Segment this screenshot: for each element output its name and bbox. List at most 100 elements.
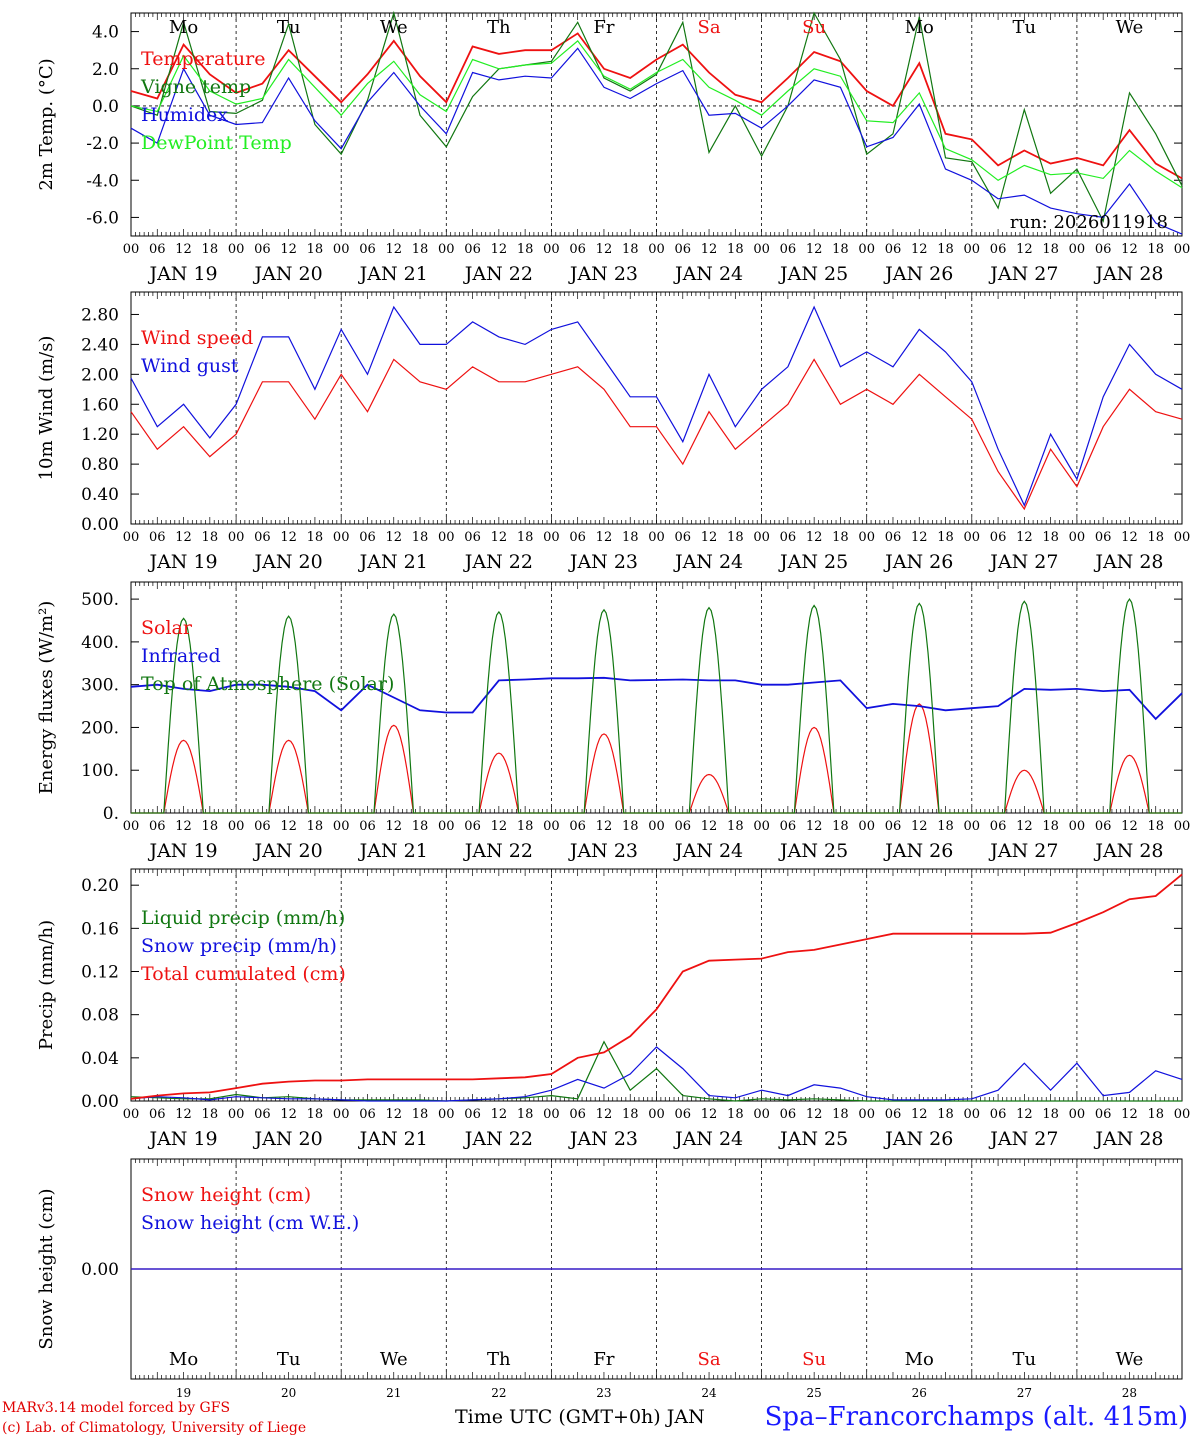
hour-label: 12 <box>911 242 928 257</box>
hour-label: 18 <box>517 1107 534 1122</box>
hour-label: 18 <box>307 242 324 257</box>
hour-label: 06 <box>464 530 481 545</box>
hour-label: 00 <box>648 819 665 834</box>
series-temperature <box>130 32 1183 180</box>
hour-label: 12 <box>911 819 928 834</box>
run-label: run: 2026011918 <box>1010 212 1168 233</box>
hour-label: 06 <box>885 1107 902 1122</box>
day-number: 23 <box>596 1386 611 1400</box>
hour-label: 00 <box>333 242 350 257</box>
hour-label: 12 <box>1121 530 1138 545</box>
hour-label: 06 <box>254 530 271 545</box>
hour-label: 18 <box>412 819 429 834</box>
hour-label: 00 <box>1174 1107 1191 1122</box>
hour-label: 00 <box>648 530 665 545</box>
hour-label: 12 <box>280 242 297 257</box>
hour-label: 06 <box>780 242 797 257</box>
hour-label: 06 <box>359 1107 376 1122</box>
hour-label: 00 <box>228 1107 245 1122</box>
lab-credit: (c) Lab. of Climatology, University of L… <box>2 1420 307 1436</box>
hour-label: 18 <box>1042 1107 1059 1122</box>
hour-label: 00 <box>333 1107 350 1122</box>
hour-label: 06 <box>569 819 586 834</box>
hour-label: 12 <box>385 1107 402 1122</box>
hour-label: 18 <box>1147 1107 1164 1122</box>
wind-ylabel: 10m Wind (m/s) <box>36 336 57 481</box>
hour-label: 00 <box>228 819 245 834</box>
y-tick-label: 0.00 <box>81 1260 119 1280</box>
legend-liquid-precip-mm-h-: Liquid precip (mm/h) <box>141 907 345 929</box>
hour-label: 18 <box>307 819 324 834</box>
hour-label: 00 <box>858 530 875 545</box>
snow-ylabel: Snow height (cm) <box>36 1188 57 1349</box>
temperature-panel <box>130 10 1183 237</box>
hour-label: 00 <box>753 242 770 257</box>
hour-label: 12 <box>701 819 718 834</box>
hour-label: 12 <box>596 819 613 834</box>
hour-label: 18 <box>202 1107 219 1122</box>
legend-infrared: Infrared <box>141 645 221 667</box>
date-label: JAN 28 <box>1093 1128 1163 1150</box>
hour-label: 18 <box>622 530 639 545</box>
y-tick-label: 0.80 <box>81 455 119 475</box>
hour-label: 18 <box>622 819 639 834</box>
hour-label: 12 <box>1121 1107 1138 1122</box>
hour-label: 18 <box>1147 242 1164 257</box>
y-tick-label: 400. <box>81 633 119 653</box>
hour-label: 06 <box>569 242 586 257</box>
hour-label: 12 <box>491 819 508 834</box>
y-tick-label: 200. <box>81 718 119 738</box>
precip-panel <box>130 868 1183 1102</box>
hour-label: 00 <box>648 242 665 257</box>
day-abbr: Tu <box>277 1349 301 1370</box>
hour-label: 12 <box>280 530 297 545</box>
hour-label: 12 <box>385 819 402 834</box>
day-abbr: Su <box>802 17 826 38</box>
y-tick-label: 0.12 <box>81 963 119 983</box>
date-label: JAN 19 <box>147 1128 217 1150</box>
hour-label: 06 <box>149 530 166 545</box>
hour-label: 12 <box>1016 819 1033 834</box>
hour-label: 06 <box>780 530 797 545</box>
snow-panel <box>130 1158 1183 1380</box>
day-abbr: Tu <box>277 17 301 38</box>
hour-label: 00 <box>858 819 875 834</box>
date-label: JAN 26 <box>883 263 953 285</box>
date-label: JAN 23 <box>568 263 638 285</box>
series-infrared <box>130 676 1183 721</box>
hour-label: 00 <box>858 242 875 257</box>
day-number: 28 <box>1122 1386 1137 1400</box>
y-tick-label: 2.0 <box>92 60 119 80</box>
hour-label: 18 <box>412 1107 429 1122</box>
date-label: JAN 22 <box>463 263 533 285</box>
hour-label: 18 <box>1042 530 1059 545</box>
model-credit: MARv3.14 model forced by GFS <box>2 1400 231 1416</box>
hour-label: 00 <box>123 530 140 545</box>
day-number: 19 <box>176 1386 191 1400</box>
hour-label: 18 <box>937 530 954 545</box>
hour-label: 18 <box>727 242 744 257</box>
date-label: JAN 26 <box>883 551 953 573</box>
hour-label: 18 <box>202 242 219 257</box>
date-label: JAN 24 <box>673 840 743 862</box>
date-label: JAN 27 <box>988 551 1058 573</box>
y-tick-label: 0.04 <box>81 1049 119 1069</box>
y-tick-label: 0. <box>103 804 119 824</box>
hour-label: 00 <box>1174 242 1191 257</box>
date-label: JAN 19 <box>147 551 217 573</box>
hour-label: 00 <box>1069 819 1086 834</box>
day-abbr: Sa <box>698 17 721 38</box>
hour-label: 00 <box>543 1107 560 1122</box>
hour-label: 06 <box>780 1107 797 1122</box>
hour-label: 00 <box>964 1107 981 1122</box>
hour-label: 06 <box>885 819 902 834</box>
hour-label: 12 <box>175 819 192 834</box>
hour-label: 12 <box>1121 819 1138 834</box>
date-label: JAN 21 <box>358 840 428 862</box>
date-label: JAN 27 <box>988 840 1058 862</box>
hour-label: 18 <box>517 242 534 257</box>
hour-label: 06 <box>1095 1107 1112 1122</box>
hour-label: 18 <box>202 530 219 545</box>
hour-label: 18 <box>727 819 744 834</box>
date-label: JAN 22 <box>463 1128 533 1150</box>
